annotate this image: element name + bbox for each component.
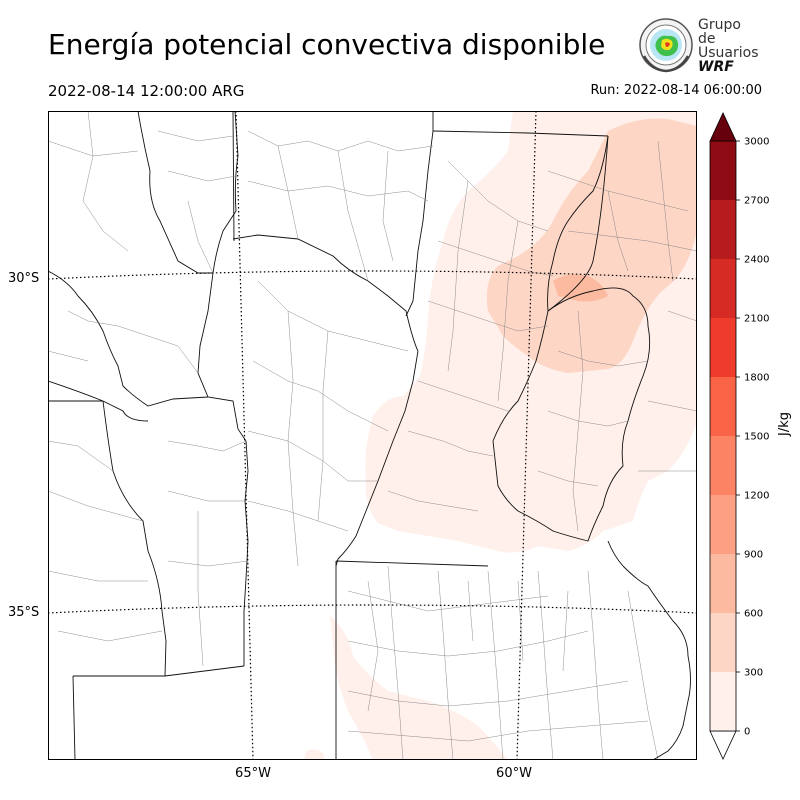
boundary-mendoza-sanluis	[102, 400, 167, 677]
boundary-sjuan-lrioja	[48, 380, 149, 422]
colorbar-tick-label: 300	[744, 668, 763, 679]
colorbar-tick-label: 3000	[744, 137, 769, 148]
boundary-catamarca-tucuman	[212, 111, 239, 274]
map-panel[interactable]	[48, 111, 697, 760]
map-canvas[interactable]	[48, 111, 697, 760]
boundary-chaco-sfe	[432, 130, 609, 137]
colorbar-tick-label: 2700	[744, 196, 769, 207]
colorbar-tick-label: 2400	[744, 255, 769, 266]
colorbar-segment	[710, 141, 736, 200]
colorbar-segment	[710, 436, 736, 495]
colorbar-under-triangle	[709, 730, 737, 760]
boundary-sfe-east	[492, 135, 609, 512]
logo-line-1: Grupo de	[698, 17, 741, 47]
lat-label-35s: 35°S	[8, 605, 40, 620]
colorbar-tick-label: 600	[744, 609, 763, 620]
boundary-lrioja-cordoba	[197, 272, 249, 666]
colorbar-tick-label: 1500	[744, 432, 769, 443]
colorbar-segment	[710, 200, 736, 259]
boundary-rio-parana	[547, 135, 609, 312]
colorbar-tick-label: 0	[744, 727, 750, 738]
cape-region-low-south	[330, 616, 508, 760]
map-border	[48, 111, 697, 760]
graticule-lon-65	[235, 111, 254, 760]
cape-region-high	[553, 274, 608, 302]
colorbar-segment	[710, 318, 736, 377]
boundary-uruguay-coast	[607, 540, 624, 567]
colorbar-over-triangle	[709, 112, 737, 142]
lon-label-65w: 65°W	[235, 766, 271, 781]
run-time: Run: 2022-08-14 06:00:00	[590, 83, 762, 98]
cape-region-low-small	[304, 749, 324, 760]
colorbar-segment	[710, 377, 736, 436]
boundary-cordoba-sfe	[335, 350, 419, 567]
department-boundaries	[48, 111, 697, 760]
graticule-lon-60	[516, 111, 537, 760]
coastline	[622, 565, 691, 760]
colorbar-canvas: 0 300 600 900 1200 1500 1800 2100 2400 2700 3000	[709, 112, 769, 760]
boundary-jujuy-salta-west	[137, 111, 213, 274]
wrf-globe-seal-icon	[639, 18, 693, 73]
province-boundaries	[48, 111, 651, 760]
colorbar-segment	[710, 259, 736, 318]
logo-text: Grupo de Usuarios WRF	[698, 18, 759, 74]
lat-label-30s: 30°S	[8, 271, 40, 286]
graticule-lat-35	[48, 604, 697, 614]
colorbar-segment	[710, 613, 736, 672]
colorbar-tick-label: 900	[744, 550, 763, 561]
colorbar-label: J/kg	[777, 412, 792, 436]
colorbar-segment	[710, 495, 736, 554]
colorbar-tick-label: 2100	[744, 314, 769, 325]
boundary-lpampa-west	[72, 675, 76, 760]
boundary-stgo-east	[405, 130, 434, 317]
map-title: Energía potencial convectiva disponible	[48, 28, 606, 61]
boundary-lpampa-north	[73, 665, 245, 677]
colorbar-segment	[710, 554, 736, 613]
boundary-catamarca-lrioja	[48, 270, 209, 407]
graticule	[48, 111, 697, 760]
boundary-stgo-west	[232, 111, 235, 242]
graticule-lat-30	[48, 270, 697, 280]
valid-time: 2022-08-14 12:00:00 ARG	[48, 82, 245, 100]
lon-label-60w: 60°W	[496, 766, 532, 781]
colorbar: 0 300 600 900 1200 1500 1800 2100 2400 2700 3000	[706, 111, 796, 761]
colorbar-tick-label: 1200	[744, 491, 769, 502]
logo-line-3: WRF	[698, 59, 734, 75]
wrf-logo: Grupo de Usuarios WRF	[638, 16, 759, 74]
colorbar-segment	[710, 672, 736, 731]
logo-line-2: Usuarios	[698, 45, 759, 61]
boundary-bsas-north	[335, 560, 489, 567]
colorbar-tick-label: 1800	[744, 373, 769, 384]
